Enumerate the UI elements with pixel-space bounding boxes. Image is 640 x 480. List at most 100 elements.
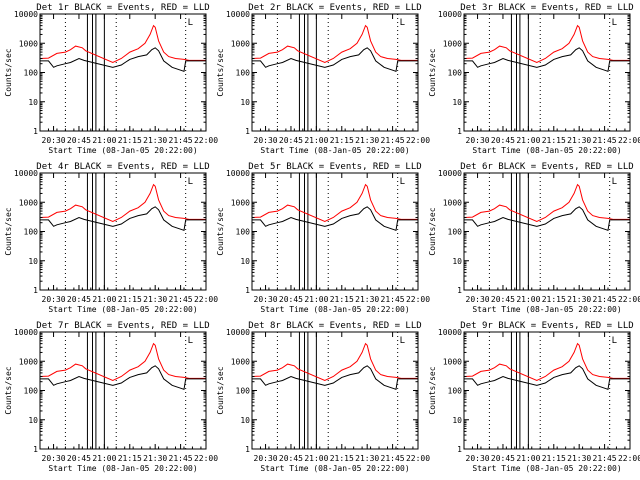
y-tick-label: 10: [28, 416, 38, 425]
x-tick-label: 21:00: [516, 295, 540, 304]
x-tick-label: 21:30: [143, 295, 167, 304]
events-rate-line: [252, 206, 418, 231]
x-tick-label: 21:45: [381, 295, 405, 304]
chart-panel: Det 8r BLACK = Events, RED = LLD L 1 10 100 1…: [216, 321, 430, 473]
y-tick-label: 1: [33, 286, 38, 295]
y-tick-label: 1: [245, 445, 250, 454]
x-tick-label: 21:45: [593, 295, 617, 304]
plot-frame: [251, 172, 419, 291]
lld-rate-line: [463, 183, 630, 223]
lld-rate-line: [39, 342, 206, 382]
y-tick-label: 10000: [438, 328, 462, 337]
corner-marker: L: [188, 18, 193, 28]
x-axis-label: Start Time (08-Jan-05 20:22:00): [260, 146, 409, 155]
corner-marker: L: [612, 177, 617, 187]
x-tick-label: 21:15: [542, 454, 566, 463]
x-tick-label: 21:15: [118, 136, 142, 145]
x-tick-label: 20:45: [67, 454, 91, 463]
lld-rate-line: [251, 183, 418, 223]
y-tick-label: 1: [457, 445, 462, 454]
x-tick-label: 21:30: [355, 454, 379, 463]
y-tick-label: 1000: [19, 357, 38, 366]
panel-title: Det 2r BLACK = Events, RED = LLD: [248, 3, 421, 13]
x-tick-label: 21:45: [169, 295, 193, 304]
x-tick-label: 22:00: [618, 136, 640, 145]
x-tick-label: 21:15: [542, 295, 566, 304]
events-rate-line: [464, 47, 630, 72]
y-tick-label: 1: [457, 127, 462, 136]
y-tick-label: 10: [452, 416, 462, 425]
y-tick-label: 100: [448, 228, 463, 237]
x-tick-label: 21:00: [92, 136, 116, 145]
x-tick-label: 21:00: [304, 295, 328, 304]
x-tick-label: 21:45: [381, 454, 405, 463]
y-tick-label: 10000: [438, 169, 462, 178]
x-axis-label: Start Time (08-Jan-05 20:22:00): [48, 146, 197, 155]
y-tick-label: 100: [448, 387, 463, 396]
x-tick-label: 20:45: [491, 136, 515, 145]
y-tick-label: 10000: [226, 328, 250, 337]
x-tick-label: 20:30: [254, 295, 278, 304]
lld-rate-line: [39, 183, 206, 223]
chart-panel: Det 6r BLACK = Events, RED = LLD L 1 10 100 1…: [428, 162, 640, 314]
events-rate-line: [40, 47, 206, 72]
y-tick-label: 10000: [226, 169, 250, 178]
y-axis-label: Counts/sec: [216, 366, 225, 414]
plot-frame: [251, 331, 419, 450]
y-tick-label: 100: [236, 69, 251, 78]
plot-frame: [463, 172, 631, 291]
lld-rate-line: [39, 24, 206, 64]
plot-frame: [39, 172, 207, 291]
chart-panel: Det 3r BLACK = Events, RED = LLD L 1 10 100 1…: [428, 3, 640, 155]
corner-marker: L: [188, 336, 193, 346]
y-tick-label: 100: [24, 387, 39, 396]
x-axis-label: Start Time (08-Jan-05 20:22:00): [48, 305, 197, 314]
y-tick-label: 1000: [19, 198, 38, 207]
y-tick-label: 10: [452, 257, 462, 266]
y-tick-label: 1000: [443, 39, 462, 48]
panel-title: Det 7r BLACK = Events, RED = LLD: [36, 321, 209, 331]
x-tick-label: 21:00: [304, 136, 328, 145]
x-tick-label: 21:00: [516, 136, 540, 145]
x-tick-label: 20:30: [42, 454, 66, 463]
lld-rate-line: [251, 342, 418, 382]
chart-panel: Det 2r BLACK = Events, RED = LLD L 1 10 100 1…: [216, 3, 430, 155]
x-tick-label: 21:00: [516, 454, 540, 463]
lld-rate-line: [251, 24, 418, 64]
events-rate-line: [40, 365, 206, 390]
x-tick-label: 20:45: [279, 295, 303, 304]
x-tick-label: 20:45: [279, 136, 303, 145]
y-tick-label: 1000: [231, 198, 250, 207]
x-tick-label: 21:30: [355, 136, 379, 145]
chart-panel: Det 4r BLACK = Events, RED = LLD L 1 10 100 1…: [4, 162, 218, 314]
x-tick-label: 20:45: [279, 454, 303, 463]
corner-marker: L: [400, 177, 405, 187]
corner-marker: L: [400, 336, 405, 346]
x-axis-label: Start Time (08-Jan-05 20:22:00): [472, 464, 621, 473]
x-tick-label: 22:00: [406, 295, 430, 304]
x-tick-label: 21:30: [143, 454, 167, 463]
x-tick-label: 21:15: [118, 454, 142, 463]
corner-marker: L: [612, 18, 617, 28]
x-axis-label: Start Time (08-Jan-05 20:22:00): [48, 464, 197, 473]
x-tick-label: 21:45: [593, 136, 617, 145]
y-tick-label: 1000: [443, 357, 462, 366]
y-axis-label: Counts/sec: [4, 366, 13, 414]
x-tick-label: 22:00: [406, 136, 430, 145]
x-tick-label: 20:30: [466, 454, 490, 463]
panel-title: Det 9r BLACK = Events, RED = LLD: [460, 321, 633, 331]
y-tick-label: 10: [240, 257, 250, 266]
events-rate-line: [40, 206, 206, 231]
panel-title: Det 4r BLACK = Events, RED = LLD: [36, 162, 209, 172]
x-tick-label: 20:30: [254, 136, 278, 145]
y-tick-label: 10: [452, 98, 462, 107]
plot-frame: [251, 13, 419, 132]
y-tick-label: 1000: [19, 39, 38, 48]
x-tick-label: 20:45: [67, 295, 91, 304]
y-tick-label: 1: [33, 445, 38, 454]
chart-panel: Det 9r BLACK = Events, RED = LLD L 1 10 100 1…: [428, 321, 640, 473]
x-tick-label: 20:45: [491, 454, 515, 463]
x-tick-label: 21:15: [542, 136, 566, 145]
corner-marker: L: [400, 18, 405, 28]
